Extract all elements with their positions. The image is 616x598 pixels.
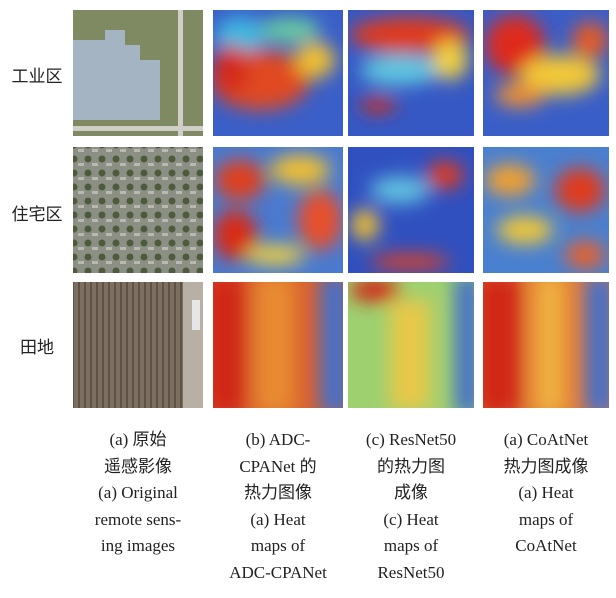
satellite-image (73, 10, 203, 136)
caption-line: 的热力图 (343, 454, 479, 481)
caption-line: ResNet50 (343, 560, 479, 587)
heatmap (348, 10, 474, 136)
caption-line: (a) CoAtNet (478, 427, 614, 454)
heatmap (348, 147, 474, 273)
satellite-image (73, 282, 203, 408)
caption-line: remote sens- (70, 507, 206, 534)
heatmap (483, 147, 609, 273)
heatmap (210, 10, 343, 136)
caption-line: (a) 原始 (70, 427, 206, 454)
caption-line: (a) Original (70, 480, 206, 507)
caption-line: maps of (210, 533, 346, 560)
row-label: 工业区 (4, 62, 70, 87)
caption-line: 遥感影像 (70, 454, 206, 481)
caption-line: ADC-CPANet (210, 560, 346, 587)
caption-line: (b) ADC- (210, 427, 346, 454)
caption-line: (a) Heat (478, 480, 614, 507)
figure: 工业区 住宅区 田地 (a) 原始遥感影像(a) Originalremote … (0, 0, 616, 598)
caption-line: (a) Heat (210, 507, 346, 534)
caption-line: 热力图成像 (478, 454, 614, 481)
heatmap (483, 10, 609, 136)
heatmap (475, 275, 615, 415)
caption-line: maps of (343, 533, 479, 560)
caption-line: (c) ResNet50 (343, 427, 479, 454)
row-label: 田地 (4, 333, 70, 358)
satellite-image (73, 147, 203, 273)
heatmap (348, 275, 480, 415)
caption-line: 成像 (343, 480, 479, 507)
caption-line: (c) Heat (343, 507, 479, 534)
heatmap (213, 147, 343, 273)
caption-line: maps of (478, 507, 614, 534)
row-label: 住宅区 (4, 200, 70, 225)
heatmap (205, 275, 350, 415)
image-grid (0, 0, 616, 420)
caption-line: CPANet 的 (210, 454, 346, 481)
caption-line: ing images (70, 533, 206, 560)
caption-line: 热力图像 (210, 480, 346, 507)
caption-line: CoAtNet (478, 533, 614, 560)
